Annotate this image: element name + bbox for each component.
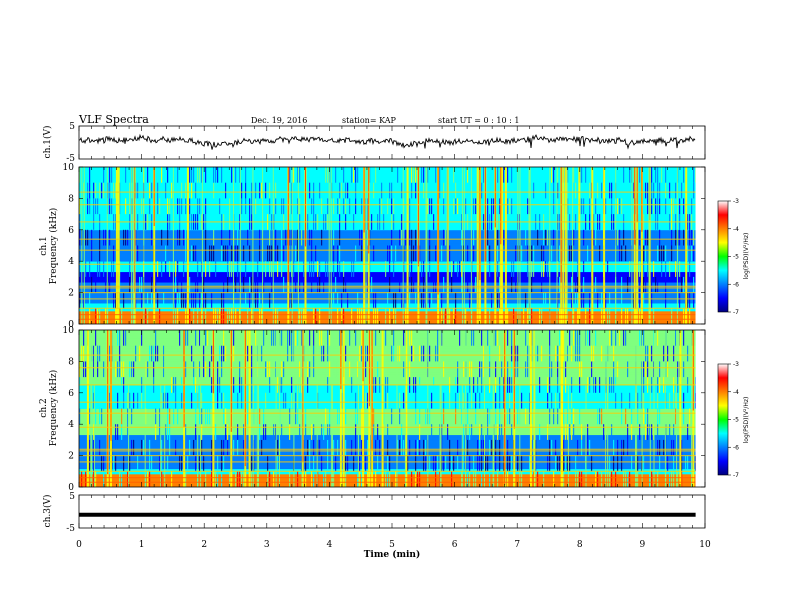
frequency-tick-label: 6 [68,389,74,399]
date-label: Dec. 19, 2016 [251,116,307,125]
ch1-channel-label: ch.1 [39,236,49,255]
time-tick-label: 4 [327,540,333,550]
ch3-voltage-panel: 5 -5 ch.3(V) [42,492,706,534]
ch1-voltage-xticks [78,126,706,159]
frequency-tick-label: 8 [68,194,74,204]
ch3-voltage-ylabel: ch.3(V) [42,495,53,528]
ch1-frequency-ylabel: Frequency (kHz) [48,208,59,285]
station-label: station= KAP [342,116,397,125]
frequency-tick-label: 6 [68,226,74,236]
ch2-colorbar-label: log(PSD)(V²/Hz) [743,397,750,444]
ch1-frequency-yticks: 0 2 4 6 8 10 [63,163,705,330]
ch2-spectrum-xticks [78,330,706,487]
time-tick-label: 10 [699,540,711,550]
colorbar-tick-label: -5 [733,254,739,261]
frequency-tick-label: 2 [68,289,74,299]
time-axis-ticklabels: 0 1 2 3 4 5 6 7 8 9 10 [76,540,711,550]
time-tick-label: 3 [264,540,270,550]
ch1-colorbar-ticks: -3 -4 -5 -6 -7 [728,198,739,316]
frequency-tick-label: 0 [68,483,74,493]
colorbar-tick-label: -3 [733,198,739,205]
colorbar-tick-label: -7 [733,472,739,479]
ch2-colorbar-ticks: -3 -4 -5 -6 -7 [728,361,739,479]
ch3-voltage-xticks [78,495,706,528]
ch2-frequency-ylabel: Frequency (kHz) [48,370,59,447]
start-ut-label: start UT = 0 : 10 : 1 [438,116,519,125]
time-tick-label: 2 [201,540,207,550]
frequency-tick-label: 10 [63,326,75,336]
colorbar-tick-label: -7 [733,309,739,316]
time-axis-label: Time (min) [364,549,421,560]
ch2-frequency-yticks: 0 2 4 6 8 10 [63,326,705,493]
frequency-tick-label: 2 [68,452,74,462]
colorbar-tick-label: -6 [733,281,739,288]
time-tick-label: 5 [389,540,395,550]
colorbar-tick-label: -4 [733,389,739,396]
colorbar-tick-label: -5 [733,417,739,424]
frequency-tick-label: 8 [68,357,74,367]
colorbar-tick-label: -4 [733,226,739,233]
figure-title: VLF Spectra [78,113,149,126]
time-tick-label: 9 [640,540,646,550]
ch2-colorbar [717,363,729,476]
frequency-tick-label: 10 [63,163,75,173]
ch1-ytick-bottom: -5 [66,154,75,164]
frequency-tick-label: 4 [68,420,74,430]
ch1-ytick-top: 5 [69,122,75,132]
ch1-colorbar-label: log(PSD)(V²/Hz) [743,233,750,280]
ch1-colorbar [717,200,729,313]
time-tick-label: 7 [514,540,520,550]
ch1-voltage-panel: 5 -5 ch.1(V) [42,122,706,164]
time-tick-label: 1 [139,540,145,550]
colorbar-tick-label: -3 [733,361,739,368]
colorbar-tick-label: -6 [733,444,739,451]
time-tick-label: 0 [76,540,82,550]
ch1-voltage-trace [78,133,696,150]
frequency-tick-label: 0 [68,320,74,330]
time-tick-label: 8 [577,540,583,550]
ch3-ytick-bottom: -5 [66,524,75,534]
ch3-ytick-top: 5 [69,492,75,502]
ch1-spectrum-xticks [78,167,706,324]
frequency-tick-label: 4 [68,257,74,267]
time-tick-label: 6 [452,540,458,550]
ch1-voltage-ylabel: ch.1(V) [42,126,53,159]
ch2-channel-label: ch.2 [39,398,49,417]
ch2-spectrogram [79,330,705,487]
ch1-spectrogram [79,167,705,324]
